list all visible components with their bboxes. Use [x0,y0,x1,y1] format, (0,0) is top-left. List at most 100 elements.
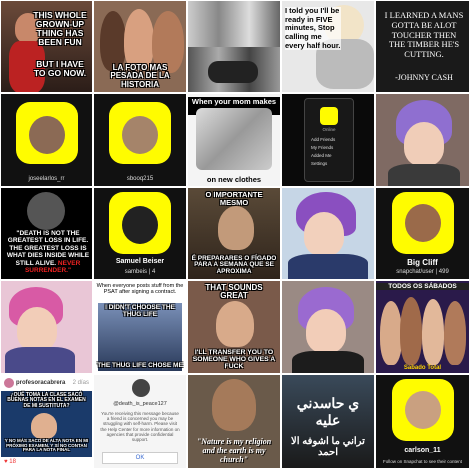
shirt [5,347,75,373]
group-figure [400,297,422,365]
group-figure [422,299,444,365]
face [404,122,444,166]
tile-8: When your mom makes you try on new cloth… [187,93,281,187]
ok-button[interactable]: OK [102,452,178,464]
tile-17: When everyone posts stuff from the PSAT … [93,280,187,374]
shirt [288,254,368,279]
post-username[interactable]: profesoracabrera [16,380,66,386]
anime-drawing [196,108,272,170]
profile-face [28,116,65,154]
tile-13: O IMPORTANTE MESMO É PREPARARES O FÍGADO… [187,187,281,280]
tile-11: "DEATH IS NOT THE GREATEST LOSS IN LIFE.… [0,187,93,280]
meme-bottom-text: BUT I HAVE TO GO NOW. [33,59,87,79]
landscape [282,375,374,468]
banner-top: TODOS OS SÁBADOS [376,283,469,290]
meme-top-text: ¿QUÉ TOMA LA CLASE SACÓ BUENAS NOTAS EN … [7,392,86,409]
quote-emphasis: NEVER SURRENDER." [24,259,81,275]
meme-bottom-text: LA FOTO MAS PESADA DE LA HISTORIA [110,62,170,89]
tile-3 [187,0,281,93]
person-figure [100,11,126,71]
phone-menu-item[interactable]: Added Me [311,153,332,158]
tile-12-snapcode: Samuel Beiser sambeis | 4 [93,187,187,280]
meme-top-text: O IMPORTANTE MESMO [205,190,263,207]
profile-face [122,206,158,244]
tile-7-snapcode: sbooq215 [93,93,187,187]
phone-menu-item[interactable]: My Friends [311,145,334,150]
quote-body: "DEATH IS NOT THE GREATEST LOSS IN LIFE.… [6,230,90,267]
snap-username: snapchat/user | 499 [396,269,449,275]
phone-screen: Online Add Friends My Friends Added Me S… [304,98,354,182]
message-user: @death_is_peace127 [113,401,167,407]
face [17,307,57,351]
tile-15-snapcode: Big Cliff snapchat/user | 499 [375,187,470,280]
post-time: 2 días [72,380,89,386]
snap-display-name: Samuel Beiser [115,258,165,265]
boromir-face [218,206,254,250]
snap-display-name: Big Cliff [407,258,438,267]
native-woman-face [212,379,256,431]
tile-16 [0,280,93,374]
tile-5: I LEARNED A MANS GOTTA BE ALOT TOUCHER T… [375,0,470,93]
tile-18: THAT SOUNDS GREAT I'LL TRANSFER YOU TO S… [187,280,281,374]
snap-username: sambeis | 4 [124,269,156,275]
tile-6-snapcode: joseelarlos_rr [0,93,93,187]
snapcode-ghost-icon [320,107,338,125]
profile-face [404,391,441,429]
quote-text: I told you I'll be ready in FIVE minutes… [285,6,341,51]
shirt [388,164,460,186]
shirt [292,351,364,373]
tile-19 [281,280,375,374]
meme-header: When everyone posts stuff from the PSAT … [96,283,184,296]
meme-bottom-text: on new clothes [206,175,262,184]
meme-bottom-text: I'LL TRANSFER YOU TO SOMEONE WHO GIVES A… [192,348,276,370]
bw-photo-top [188,1,280,47]
quote-text: "Nature is my religion and the earth is … [196,437,272,464]
quote-text: "DEATH IS NOT THE GREATEST LOSS IN LIFE.… [4,230,92,275]
call-center-face [216,301,254,347]
tile-2: LA FOTO MAS PESADA DE LA HISTORIA [93,0,187,93]
phone-menu-item[interactable]: Add Friends [311,137,336,142]
meme-top-text: THIS WHOLE GROWN-UP THING HAS BEEN FUN [33,10,87,47]
snap-username: joseelarlos_rr [28,176,65,182]
tile-10 [375,93,470,187]
tile-14 [281,187,375,280]
snap-subtext: Follow on Snapchat to see their content [382,459,463,464]
tile-24: ي حاسدني عليه تراني ما اشوفه الا احمد [281,374,375,469]
group-figure [444,301,466,365]
meme-top-text: THAT SOUNDS GREAT [205,283,263,301]
phone-title: Online [322,127,336,132]
woman-figure [15,13,41,43]
quote-text: I LEARNED A MANS GOTTA BE ALOT TOUCHER T… [384,10,464,60]
profile-face [404,204,441,242]
meme-bottom-text: Y NO MÁS SACO DE ALTA NOTA EN MI PRÓXIMO… [4,437,89,453]
snap-username: carlson_11 [404,447,441,454]
tile-9-phone: Online Add Friends My Friends Added Me S… [281,93,375,187]
tile-4: I told you I'll be ready in FIVE minutes… [281,0,375,93]
person-figure [152,11,184,73]
tile-20: TODOS OS SÁBADOS Sabado Total [375,280,470,374]
tile-25-snapcode: carlson_11 Follow on Snapchat to see the… [375,374,470,469]
meme-bottom-text: THE THUG LIFE CHOSE ME [97,362,183,370]
person-figure [124,9,154,71]
person-figure [27,192,65,230]
snap-username: sbooq215 [126,176,154,182]
face [306,309,346,353]
phone-menu-item[interactable]: Settings [311,161,328,166]
likes-count[interactable]: ♥ 18 [4,459,16,465]
avatar [4,378,14,388]
quote-author: -JOHNNY CASH [395,73,453,82]
meme-top-text: I DIDN'T CHOOSE THE THUG LIFE [105,304,175,318]
meme-image [98,303,182,371]
face [31,413,57,439]
banner-bottom: Sabado Total [403,365,442,371]
meme-bottom-text: É PREPARARES O FÍGADO PARA A SEMANA QUE … [191,254,277,276]
avatar [132,379,150,397]
motorcycle-shape [208,61,258,83]
tile-1: THIS WHOLE GROWN-UP THING HAS BEEN FUN B… [0,0,93,93]
profile-face [122,116,158,154]
tile-21-instagram: profesoracabrera 2 días ¿QUÉ TOMA LA CLA… [0,374,93,469]
arabic-top-text: ي حاسدني عليه [296,395,360,428]
tile-23: "Nature is my religion and the earth is … [187,374,281,469]
woman-dress [9,41,45,92]
